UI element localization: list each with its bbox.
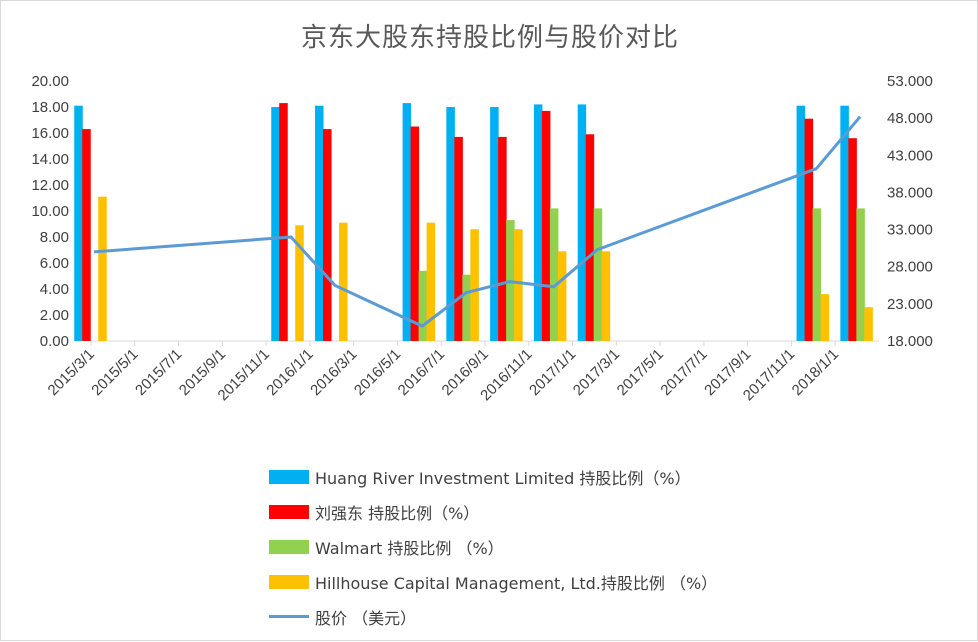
bar (498, 136, 507, 341)
x-tick-label: 2016/1/1 (263, 346, 316, 399)
right-axis-tick-label: 18.000 (887, 333, 933, 350)
bar (804, 118, 814, 341)
bar (864, 307, 873, 341)
left-axis-tick-label: 4.00 (40, 281, 69, 298)
right-axis-tick-label: 23.000 (887, 296, 933, 313)
legend-item: 刘强东 持股比例（%） (269, 494, 717, 529)
legend-item: 股价 （美元） (269, 599, 717, 634)
bars (74, 103, 873, 342)
left-axis-tick-label: 18.00 (31, 99, 69, 116)
bar (271, 107, 280, 341)
bar (339, 222, 348, 341)
axes: 0.00 2.00 4.00 6.00 8.00 10.00 12.00 14.00 16.00… (31, 73, 932, 350)
right-axis-tick-label: 53.000 (887, 73, 933, 90)
legend-swatch (269, 469, 309, 484)
x-tick-label: 2015/5/1 (88, 346, 141, 399)
legend-label: 股价 （美元） (315, 608, 417, 628)
bar (557, 251, 567, 341)
legend-label: Walmart 持股比例 （%） (315, 538, 504, 558)
bar (98, 196, 107, 341)
bar (315, 105, 324, 341)
bar (840, 105, 849, 341)
bar (82, 129, 91, 341)
legend-swatch (269, 574, 309, 589)
bar (446, 107, 455, 341)
x-tick-label: 2015/7/1 (132, 346, 185, 399)
chart-title: 京东大股东持股比例与股价对比 (300, 23, 679, 53)
bar (323, 129, 332, 341)
bar (462, 274, 471, 341)
right-axis-tick-label: 28.000 (887, 259, 933, 276)
x-tick-label: 2015/3/1 (45, 346, 98, 399)
bar (514, 229, 523, 341)
left-axis-tick-label: 14.00 (31, 151, 69, 168)
bar (549, 208, 559, 341)
bar (812, 208, 822, 341)
legend-item: Walmart 持股比例 （%） (269, 529, 717, 564)
bar (533, 104, 543, 342)
x-tick-label: 2017/3/1 (570, 346, 623, 399)
legend-line-marker (269, 615, 309, 618)
x-tick-labels: 2015/3/12015/5/12015/7/12015/9/12015/11/… (45, 341, 842, 404)
right-axis-tick-label: 38.000 (887, 184, 933, 201)
left-axis-tick-label: 2.00 (40, 307, 69, 324)
x-tick-label: 2017/7/1 (657, 346, 710, 399)
bar (577, 104, 587, 342)
bar (593, 208, 603, 341)
x-tick-label: 2018/1/1 (789, 346, 842, 399)
x-tick-label: 2016/5/1 (351, 346, 404, 399)
left-axis-tick-label: 8.00 (40, 229, 69, 246)
legend-label: 刘强东 持股比例（%） (315, 503, 480, 523)
left-axis-tick-label: 10.00 (31, 203, 69, 220)
legend-swatch (269, 504, 309, 519)
bar (295, 225, 304, 341)
bar (74, 105, 83, 341)
bar (279, 103, 288, 341)
legend-label: Huang River Investment Limited 持股比例（%） (315, 468, 691, 488)
bar (410, 126, 420, 341)
x-tick-label: 2016/7/1 (395, 346, 448, 399)
bar (541, 110, 551, 342)
legend-item: Hillhouse Capital Management, Ltd.持股比例 （… (269, 564, 717, 599)
left-axis-tick-label: 12.00 (31, 177, 69, 194)
bar (820, 294, 830, 341)
x-tick-label: 2017/5/1 (614, 346, 667, 399)
legend-item: Huang River Investment Limited 持股比例（%） (269, 459, 717, 494)
right-axis-tick-label: 33.000 (887, 222, 933, 239)
bar (848, 138, 857, 341)
right-axis-tick-label: 43.000 (887, 147, 933, 164)
bar (796, 105, 806, 341)
left-axis-tick-label: 0.00 (40, 333, 69, 350)
x-tick-label: 2016/3/1 (307, 346, 360, 399)
bar (601, 251, 611, 341)
left-axis-tick-label: 6.00 (40, 255, 69, 272)
left-axis-tick-label: 20.00 (31, 73, 69, 90)
left-axis-tick-label: 16.00 (31, 125, 69, 142)
bar (454, 136, 463, 341)
legend-label: Hillhouse Capital Management, Ltd.持股比例 （… (315, 573, 718, 593)
bar (470, 229, 479, 341)
x-tick-label: 2017/1/1 (526, 346, 579, 399)
bar (402, 103, 412, 341)
bar (856, 208, 865, 341)
right-axis-tick-label: 48.000 (887, 110, 933, 127)
bar (490, 107, 499, 341)
price-series-line (93, 115, 862, 328)
bar (585, 134, 595, 341)
bar (418, 270, 428, 341)
legend: Huang River Investment Limited 持股比例（%） 刘强… (269, 459, 717, 634)
price-line (93, 115, 862, 328)
legend-swatch (269, 539, 309, 554)
bar (426, 222, 436, 341)
